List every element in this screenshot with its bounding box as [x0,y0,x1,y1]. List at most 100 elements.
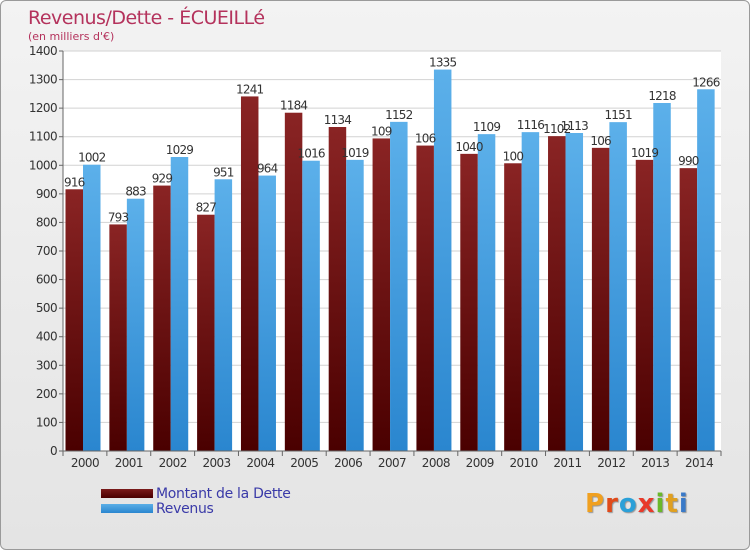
data-label: 1102 [543,122,571,136]
x-tick-label: 2007 [378,456,406,470]
x-tick-label: 2012 [597,456,625,470]
bar-debt [197,214,215,451]
y-tick-label: 1200 [29,101,57,115]
data-label: 883 [125,185,146,199]
data-label: 1151 [604,108,632,122]
data-label: 1241 [236,82,264,96]
x-tick-label: 2013 [641,456,669,470]
data-label: 1152 [385,108,413,122]
bar-revenue [697,89,715,452]
bar-revenue [126,198,145,451]
logo-letter: r [605,489,619,519]
x-tick-label: 2008 [422,456,450,470]
bar-revenue [653,103,671,451]
logo-letter: i [678,489,689,519]
bar-revenue [83,164,101,451]
bar-revenue [170,157,189,451]
x-tick-label: 2003 [202,456,230,470]
data-label: 1266 [692,75,720,89]
bar-revenue [346,159,364,451]
data-label: 827 [196,201,217,215]
y-tick-label: 700 [36,244,57,258]
bar-debt [65,189,83,452]
data-label: 109 [371,124,392,138]
legend-label-revenue: Revenus [156,501,214,517]
bar-debt [548,136,566,451]
data-label: 1218 [648,89,676,103]
data-label: 1134 [324,113,352,127]
y-tick-label: 800 [36,215,57,229]
chart-subtitle: (en milliers d'€) [28,30,115,43]
bar-debt [109,224,127,451]
axis-layer: 0 100 200 300 400 500 600 700 800 900 1000 1100 1200… [29,44,722,470]
data-label: 916 [64,175,85,189]
bar-debt [591,147,610,451]
y-tick-label: 100 [36,415,57,429]
legend-label-debt: Montant de la Dette [156,486,291,502]
data-label: 951 [213,165,234,179]
data-label: 793 [108,210,129,224]
data-label: 1116 [517,118,545,132]
logo-letter: o [618,489,638,519]
y-tick-label: 0 [50,444,57,458]
bar-debt [372,138,391,451]
y-tick-label: 1100 [29,130,57,144]
bar-revenue [521,132,540,451]
x-tick-label: 2010 [510,456,538,470]
bar-revenue [477,134,496,451]
data-label: 1040 [455,140,483,154]
bar-debt [679,168,698,451]
x-tick-label: 2002 [159,456,187,470]
bar-debt [240,96,259,451]
logo-letter: t [665,489,679,519]
data-label: 964 [257,162,278,176]
data-label: 1016 [297,147,325,161]
x-tick-label: 2005 [290,456,318,470]
x-tick-label: 2004 [246,456,274,470]
bar-revenue [302,160,320,451]
legend-swatch-debt [101,489,153,498]
data-label: 100 [503,149,524,163]
bars-layer [65,69,715,452]
logo-letter: P [585,489,606,519]
data-label: 990 [678,154,699,168]
y-tick-label: 1300 [29,73,57,87]
x-tick-label: 2009 [466,456,494,470]
bar-revenue [258,175,276,452]
bar-debt [504,163,522,452]
y-tick-label: 400 [36,330,57,344]
data-label: 1019 [631,146,659,160]
data-label: 1184 [280,99,308,113]
x-tick-label: 2014 [685,456,713,470]
data-label: 106 [415,132,436,146]
bar-revenue [390,121,408,451]
bar-debt [635,159,654,451]
logo-letter: i [655,489,666,519]
bar-debt [284,112,303,451]
proxiti-logo: Proxiti [585,489,689,519]
data-label: 106 [590,134,611,148]
bar-debt [328,127,347,451]
data-label: 1113 [561,119,589,133]
bar-revenue [609,122,627,452]
y-tick-label: 600 [36,273,57,287]
x-tick-label: 2006 [334,456,362,470]
logo-letter: x [637,489,656,519]
y-tick-label: 300 [36,358,57,372]
data-label: 1029 [166,143,194,157]
bar-debt [416,145,434,452]
bar-debt [153,185,171,452]
y-tick-label: 500 [36,301,57,315]
bar-revenue [565,133,584,451]
bar-revenue [433,69,452,452]
bar-revenue [214,179,233,452]
x-tick-label: 2000 [71,456,99,470]
labels-layer: 916 1002 793 883 929 1029 827 951 1241 964 1184 101… [64,56,721,225]
chart-title: Revenus/Dette - ÉCUEILLé [28,7,265,29]
x-tick-label: 2011 [553,456,581,470]
data-label: 1019 [341,146,369,160]
data-label: 1335 [429,56,457,70]
bar-debt [460,153,478,451]
y-tick-label: 1400 [29,44,57,58]
